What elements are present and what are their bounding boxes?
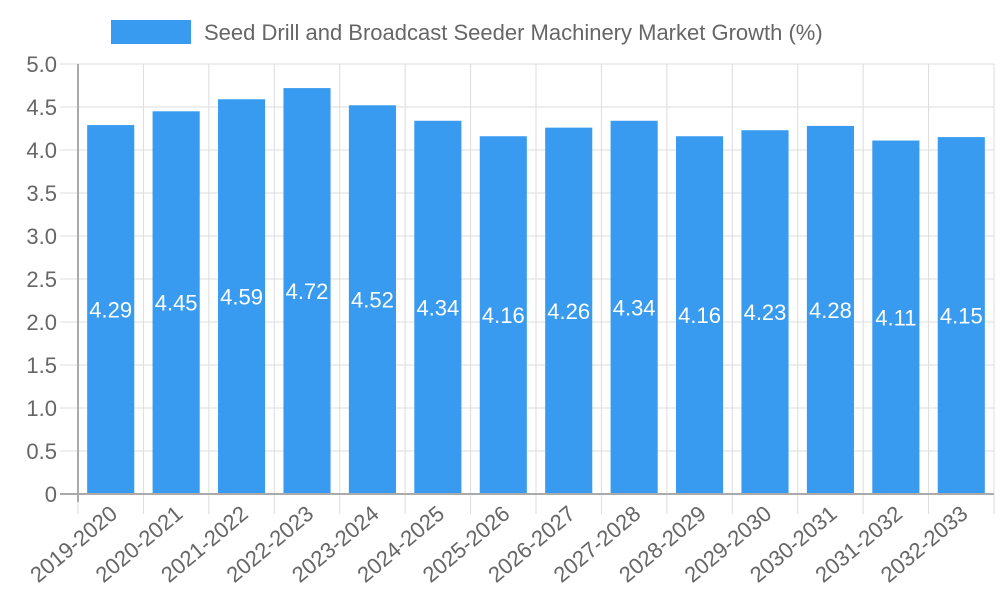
y-tick-label: 5.0	[26, 52, 57, 77]
data-label: 4.26	[547, 299, 590, 324]
bar	[152, 111, 200, 495]
y-tick-label: 1.5	[26, 353, 57, 378]
bar	[87, 125, 135, 494]
bars	[87, 88, 985, 495]
y-tick-label: 2.5	[26, 267, 57, 292]
data-label: 4.11	[875, 305, 916, 330]
axes	[60, 64, 994, 502]
bar	[283, 88, 331, 494]
data-label: 4.72	[286, 279, 329, 304]
y-tick-label: 4.5	[26, 95, 57, 120]
bar	[414, 120, 462, 494]
bar	[545, 127, 593, 494]
y-tick-label: 2.0	[26, 310, 57, 335]
data-label: 4.52	[351, 288, 394, 313]
bar	[741, 130, 789, 494]
data-label: 4.28	[809, 298, 852, 323]
y-tick-label: 3.0	[26, 224, 57, 249]
data-label: 4.45	[155, 291, 198, 316]
data-label: 4.16	[678, 303, 721, 328]
y-tick-label: 0.5	[26, 439, 57, 464]
data-label: 4.34	[613, 295, 656, 320]
legend-swatch	[111, 20, 191, 44]
data-label: 4.15	[940, 304, 983, 329]
y-tick-label: 0	[45, 482, 57, 507]
y-tick-label: 3.5	[26, 181, 57, 206]
bar	[676, 136, 724, 495]
y-tick-label: 1.0	[26, 396, 57, 421]
legend-label: Seed Drill and Broadcast Seeder Machiner…	[204, 20, 823, 45]
data-label: 4.29	[89, 298, 132, 323]
bar	[610, 120, 658, 494]
legend[interactable]: Seed Drill and Broadcast Seeder Machiner…	[111, 20, 823, 45]
bar	[479, 136, 527, 495]
bar	[218, 99, 266, 494]
x-axis-tick-labels: 2019-20202020-20212021-20222022-20232023…	[25, 501, 972, 588]
data-label: 4.34	[416, 295, 459, 320]
y-tick-label: 4.0	[26, 138, 57, 163]
data-labels: 4.29 4.45 4.59 4.72 4.52 4.34 4.16 4.26 4.34 4.16…	[89, 279, 982, 330]
data-label: 4.23	[744, 300, 787, 325]
bar	[937, 137, 985, 494]
y-axis-tick-labels: 0 0.5 1.0 1.5 2.0 2.5 3.0 3.5 4.0 4.5 5.0	[26, 52, 57, 507]
data-label: 4.59	[220, 285, 263, 310]
bar	[806, 125, 854, 495]
data-label: 4.16	[482, 303, 525, 328]
bar	[348, 105, 396, 494]
bar	[872, 140, 920, 495]
